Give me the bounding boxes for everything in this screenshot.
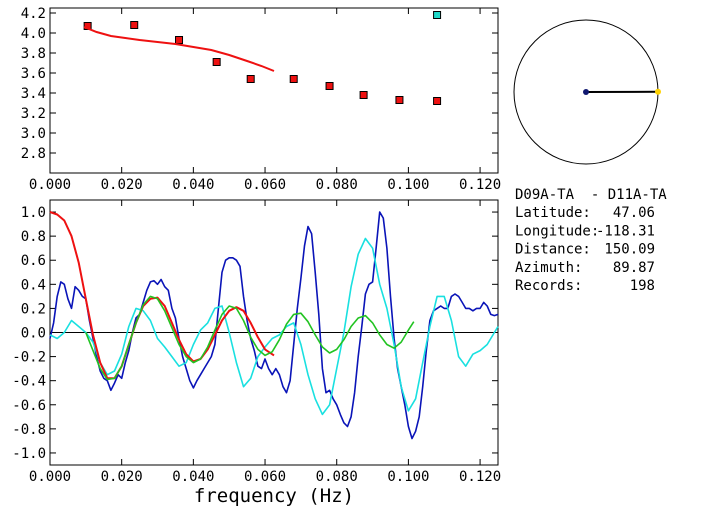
correlation-x-tick-label: 0.020: [101, 469, 143, 485]
dispersion-y-tick-label: 2.8: [21, 146, 46, 162]
correlation-y-tick-label: -1.0: [12, 446, 46, 462]
dispersion-point: [289, 75, 298, 83]
info-value: 47.06: [613, 205, 655, 221]
correlation-chart-marks: [49, 211, 499, 440]
correlation-x-tick-label: 0.080: [316, 469, 358, 485]
correlation-y-tick-label: 0.2: [21, 301, 46, 317]
correlation-line-cyan: [49, 237, 499, 416]
correlation-y-tick-label: 0.8: [21, 229, 46, 245]
dispersion-point: [395, 96, 404, 104]
dispersion-x-tick-label: 0.020: [101, 177, 143, 193]
correlation-line-green: [85, 295, 415, 381]
dispersion-point-cyan: [433, 11, 442, 19]
dispersion-y-tick-label: 3.4: [21, 86, 46, 102]
info-label: Records:: [515, 278, 582, 294]
station-dot: [583, 89, 589, 95]
info-label: Longitude:: [515, 223, 599, 239]
dispersion-y-tick-label: 3.0: [21, 126, 46, 142]
dispersion-chart-marks: [83, 11, 442, 105]
dispersion-y-tick-label: 3.8: [21, 46, 46, 62]
correlation-y-tick-label: 0.6: [21, 253, 46, 269]
correlation-y-tick-label: 0.0: [21, 326, 46, 342]
correlation-line-red: [49, 211, 275, 380]
x-axis-label: frequency (Hz): [194, 485, 354, 507]
correlation-x-tick-label: 0.060: [244, 469, 286, 485]
dispersion-chart-axes: 0.000 0.020 0.040 0.060 0.080 0.100 0.120 2.8 3.…: [21, 6, 501, 193]
correlation-line-blue: [49, 211, 499, 440]
dispersion-chart: 0.000 0.020 0.040 0.060 0.080 0.100 0.120 2.8 3.…: [21, 6, 501, 193]
dispersion-point: [212, 58, 221, 66]
correlation-y-tick-label: 0.4: [21, 277, 46, 293]
dispersion-chart-frame: [49, 7, 499, 174]
correlation-y-tick-label: 1.0: [21, 205, 46, 221]
correlation-x-tick-label: 0.040: [172, 469, 214, 485]
info-value: 198: [630, 278, 655, 294]
dispersion-y-tick-label: 3.6: [21, 66, 46, 82]
dispersion-point: [246, 75, 255, 83]
station-pair: D09A-TA - D11A-TA: [515, 187, 667, 203]
correlation-y-tick-label: -0.8: [12, 422, 46, 438]
dispersion-x-tick-label: 0.080: [316, 177, 358, 193]
correlation-chart-axes: 0.000 0.020 0.040 0.060 0.080 0.100 0.120 -1.0 -…: [12, 200, 501, 485]
info-value: 89.87: [613, 260, 655, 276]
correlation-x-tick-label: 0.000: [29, 469, 71, 485]
correlation-y-tick-label: -0.2: [12, 350, 46, 366]
correlation-y-tick-label: -0.4: [12, 374, 46, 390]
dispersion-x-tick-label: 0.120: [459, 177, 501, 193]
dispersion-x-tick-label: 0.060: [244, 177, 286, 193]
dispersion-point: [359, 91, 368, 99]
info-label: Distance:: [515, 242, 591, 258]
dispersion-point: [433, 97, 442, 105]
info-panel: D09A-TA - D11A-TA Latitude: 47.06 Longitud…: [515, 187, 667, 294]
dispersion-point: [175, 36, 184, 44]
dispersion-fit-line: [83, 26, 275, 72]
dispersion-x-tick-label: 0.040: [172, 177, 214, 193]
correlation-y-tick-label: -0.6: [12, 398, 46, 414]
dispersion-point: [325, 82, 334, 90]
info-value: 150.09: [604, 242, 655, 258]
correlation-chart: 0.000 0.020 0.040 0.060 0.080 0.100 0.120 -1.0 -…: [12, 199, 501, 507]
info-label: Latitude:: [515, 205, 591, 221]
dispersion-x-tick-label: 0.000: [29, 177, 71, 193]
dispersion-y-tick-label: 4.0: [21, 26, 46, 42]
azimuth-circle-icon: [513, 19, 661, 165]
dispersion-y-tick-label: 3.2: [21, 106, 46, 122]
azimuth-tip-dot: [655, 88, 661, 95]
dispersion-point: [130, 21, 139, 29]
dispersion-y-tick-label: 4.2: [21, 6, 46, 22]
info-label: Azimuth:: [515, 260, 582, 276]
info-value: -118.31: [596, 223, 655, 239]
correlation-x-tick-label: 0.120: [459, 469, 501, 485]
dispersion-x-tick-label: 0.100: [387, 177, 429, 193]
correlation-x-tick-label: 0.100: [387, 469, 429, 485]
